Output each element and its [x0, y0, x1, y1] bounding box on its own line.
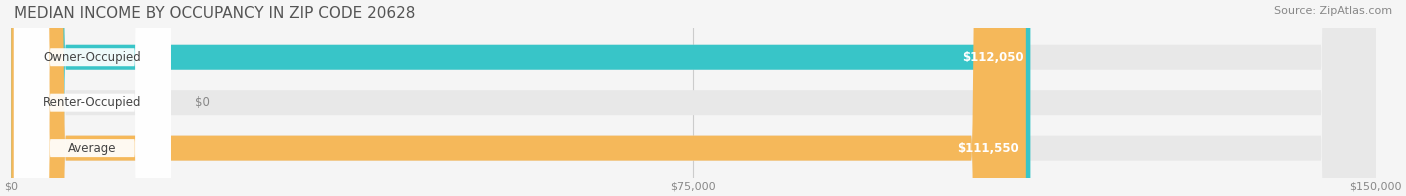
Text: Owner-Occupied: Owner-Occupied	[44, 51, 141, 64]
Text: Source: ZipAtlas.com: Source: ZipAtlas.com	[1274, 6, 1392, 16]
FancyBboxPatch shape	[11, 0, 1031, 196]
Text: $112,050: $112,050	[962, 51, 1024, 64]
FancyBboxPatch shape	[11, 0, 1375, 196]
FancyBboxPatch shape	[14, 0, 170, 196]
Text: Average: Average	[67, 142, 117, 155]
FancyBboxPatch shape	[14, 0, 170, 196]
Text: MEDIAN INCOME BY OCCUPANCY IN ZIP CODE 20628: MEDIAN INCOME BY OCCUPANCY IN ZIP CODE 2…	[14, 6, 415, 21]
Text: Renter-Occupied: Renter-Occupied	[44, 96, 142, 109]
FancyBboxPatch shape	[14, 0, 170, 196]
Text: $111,550: $111,550	[957, 142, 1019, 155]
Text: $0: $0	[195, 96, 211, 109]
FancyBboxPatch shape	[11, 0, 1375, 196]
FancyBboxPatch shape	[11, 0, 1375, 196]
FancyBboxPatch shape	[11, 0, 1026, 196]
